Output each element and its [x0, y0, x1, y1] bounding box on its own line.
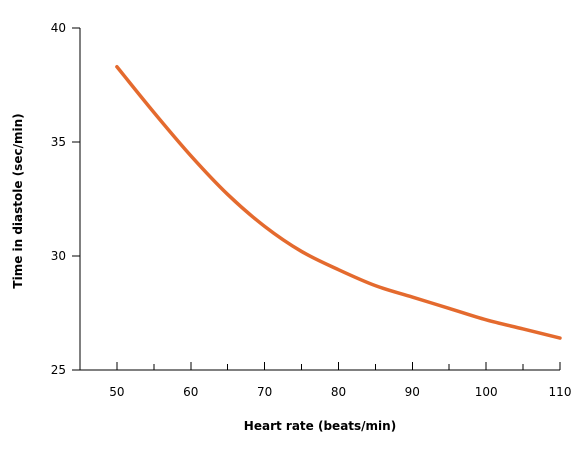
y-tick-label: 25	[51, 363, 66, 377]
axes	[79, 28, 560, 371]
y-axis-ticks: 25 30 35 40	[51, 21, 80, 377]
y-tick-label: 40	[51, 21, 66, 35]
x-tick-label: 80	[331, 385, 346, 399]
y-tick-label: 30	[51, 249, 66, 263]
y-tick-label: 35	[51, 135, 66, 149]
x-tick-label: 50	[109, 385, 124, 399]
x-tick-label: 110	[549, 385, 572, 399]
series-layer	[115, 65, 562, 340]
x-tick-label: 100	[475, 385, 498, 399]
x-axis-ticks: 50 60 70 80 90 100 110	[79, 362, 572, 399]
x-tick-label: 90	[405, 385, 420, 399]
x-axis-title: Heart rate (beats/min)	[244, 419, 396, 433]
x-tick-label: 70	[257, 385, 272, 399]
y-axis-title: Time in diastole (sec/min)	[11, 113, 25, 288]
x-tick-label: 60	[183, 385, 198, 399]
series-line-1	[115, 65, 562, 340]
